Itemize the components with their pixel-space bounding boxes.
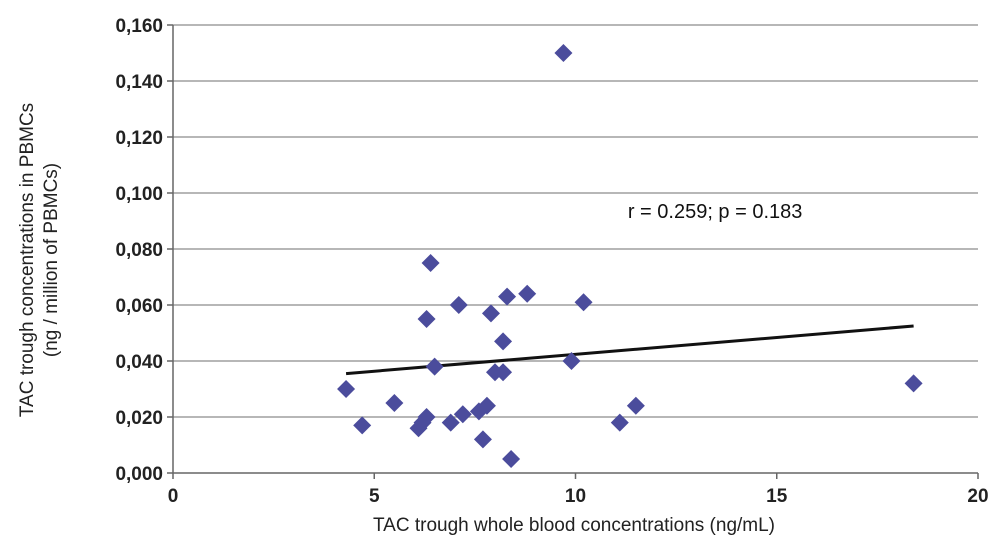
y-axis-title: TAC trough concentrations in PBMCs (ng /… [17, 103, 62, 417]
data-point [441, 413, 460, 432]
data-point [498, 287, 517, 306]
data-point [502, 450, 521, 468]
y-tick-label: 0,020 [115, 408, 163, 429]
data-point [904, 374, 923, 393]
y-tick-label: 0,120 [115, 128, 163, 149]
data-point [425, 357, 444, 376]
data-point [417, 310, 436, 328]
data-point [453, 405, 472, 424]
data-point [421, 254, 440, 272]
y-tick-label: 0,100 [115, 184, 163, 205]
data-point [610, 413, 629, 432]
x-tick-label: 5 [369, 486, 380, 507]
data-point [385, 394, 404, 412]
data-point [473, 430, 492, 449]
data-point [626, 396, 645, 415]
y-tick-label: 0,040 [115, 352, 163, 373]
data-point [449, 296, 468, 314]
x-axis-title: TAC trough whole blood concentrations (n… [373, 515, 775, 536]
data-point [494, 363, 513, 382]
x-tick-label: 15 [766, 486, 788, 507]
data-point [562, 352, 581, 370]
data-point [481, 304, 500, 323]
x-tick-labels: 0 5 10 15 20 [168, 486, 989, 507]
data-point [477, 396, 496, 415]
x-tick-label: 20 [967, 486, 988, 507]
data-points [337, 44, 923, 468]
gridlines [173, 24, 978, 418]
y-tick-label: 0,000 [115, 464, 163, 485]
data-point [337, 380, 356, 398]
data-point [574, 293, 593, 312]
y-axis-title-line-2: (ng / million of PBMCs) [41, 163, 62, 357]
y-tick-label: 0,080 [115, 240, 163, 261]
y-tick-label: 0,060 [115, 296, 163, 317]
axes [167, 24, 979, 479]
correlation-annotation: r = 0.259; p = 0.183 [628, 201, 803, 223]
x-tick-label: 0 [168, 486, 179, 507]
data-point [494, 332, 513, 351]
y-tick-label: 0,140 [115, 72, 163, 93]
data-point [417, 408, 436, 426]
y-tick-label: 0,160 [115, 16, 163, 37]
y-tick-labels: 0,000 0,020 0,040 0,060 0,080 0,100 0,120 0,140… [115, 16, 163, 485]
x-tick-label: 10 [565, 486, 586, 507]
data-point [353, 416, 372, 435]
data-point [518, 284, 537, 303]
data-point [554, 44, 573, 62]
y-axis-title-line-1: TAC trough concentrations in PBMCs [17, 103, 38, 417]
